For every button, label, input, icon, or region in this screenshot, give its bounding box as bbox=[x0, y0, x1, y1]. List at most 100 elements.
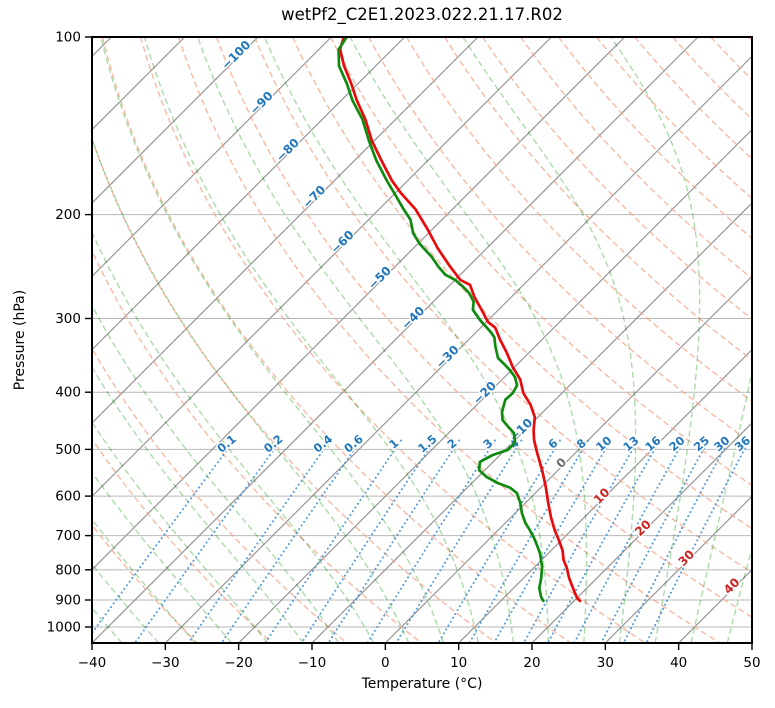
dry-adiabat-line bbox=[92, 136, 497, 643]
isotherm-line bbox=[238, 128, 752, 643]
y-tick-label: 200 bbox=[55, 207, 81, 223]
isotherm-label: 30 bbox=[675, 547, 697, 569]
y-tick-label: 400 bbox=[55, 385, 81, 401]
temperature-line bbox=[338, 37, 582, 603]
mixing-ratio-label: 36 bbox=[732, 433, 753, 454]
dry-adiabat-line bbox=[482, 37, 752, 320]
mixing-ratio-line bbox=[600, 439, 710, 643]
isotherm-label: −90 bbox=[247, 89, 276, 118]
moist-adiabat-line bbox=[197, 37, 514, 643]
mixing-ratio-line bbox=[300, 439, 436, 643]
mixing-ratio-line bbox=[546, 439, 661, 643]
dry-adiabats bbox=[92, 37, 752, 643]
moist-adiabat-line bbox=[100, 37, 445, 643]
moist-adiabat-line bbox=[92, 471, 233, 643]
mixing-ratio-line bbox=[92, 439, 235, 635]
isotherm-line bbox=[92, 37, 552, 498]
isotherm-line bbox=[92, 37, 406, 351]
mixing-ratio-label: 16 bbox=[642, 433, 663, 454]
y-tick-label: 300 bbox=[55, 311, 81, 327]
mixing-ratio-line bbox=[220, 439, 362, 643]
moist-adiabats bbox=[92, 37, 775, 643]
moist-adiabat-line bbox=[92, 304, 340, 643]
isotherm-label: −50 bbox=[365, 264, 394, 293]
y-tick-label: 900 bbox=[55, 593, 81, 609]
mixing-ratio-label: 0.6 bbox=[341, 432, 366, 456]
dry-adiabat-line bbox=[215, 37, 752, 618]
moist-adiabat-line bbox=[92, 518, 196, 643]
moist-adiabat-line bbox=[263, 37, 550, 643]
isotherm-line bbox=[92, 37, 626, 571]
y-axis-label: Pressure (hPa) bbox=[12, 289, 28, 391]
isotherm-line bbox=[92, 37, 332, 278]
dry-adiabat-line bbox=[92, 249, 422, 643]
isotherm-line bbox=[458, 348, 752, 643]
y-tick-label: 700 bbox=[55, 528, 81, 544]
mixing-ratio-line bbox=[493, 439, 612, 643]
isotherm-label: −80 bbox=[273, 136, 302, 165]
plot-area: 0.1 0.2 0.4 0.6 1 1.5 2 3 4 6 8 10 13 16 20 25 30 36−100−… bbox=[92, 37, 775, 643]
dry-adiabat-line bbox=[444, 37, 752, 361]
moist-adiabat-line bbox=[764, 37, 775, 643]
mixing-ratio-label: 0.2 bbox=[261, 432, 286, 456]
mixing-ratio-line bbox=[522, 439, 639, 643]
isotherm-lines bbox=[92, 37, 752, 643]
dry-adiabat-line bbox=[101, 37, 571, 643]
x-tick-label: 30 bbox=[597, 655, 614, 671]
isotherm-label: −40 bbox=[399, 304, 428, 333]
mixing-ratio-line bbox=[366, 439, 496, 643]
isotherm-label: −20 bbox=[470, 379, 499, 408]
isotherm-line bbox=[92, 37, 479, 424]
x-tick-label: −20 bbox=[224, 655, 253, 671]
y-tick-label: 100 bbox=[55, 30, 81, 46]
moist-adiabat-line bbox=[462, 37, 637, 643]
isotherm-label: 10 bbox=[591, 485, 613, 507]
mixing-ratio-line bbox=[395, 439, 523, 643]
isotherm-label: −70 bbox=[300, 183, 329, 212]
moist-adiabat-line bbox=[92, 230, 375, 643]
y-tick-label: 500 bbox=[55, 442, 81, 458]
mixing-ratio-label: 30 bbox=[711, 433, 732, 454]
dewpoint-line bbox=[337, 37, 545, 603]
dry-adiabat-line bbox=[291, 37, 752, 530]
x-tick-label: 20 bbox=[523, 655, 540, 671]
mixing-ratio-line bbox=[133, 439, 282, 643]
chart-title: wetPf2_C2E1.2023.022.21.17.R02 bbox=[281, 5, 563, 24]
isotherm-label: −60 bbox=[328, 228, 357, 257]
isotherm-label: 0 bbox=[553, 455, 569, 471]
plot-frame bbox=[91, 36, 753, 644]
mixing-ratio-lines bbox=[92, 439, 751, 643]
dry-adiabat-line bbox=[558, 37, 752, 240]
dry-adiabat-line bbox=[139, 37, 646, 643]
dry-adiabat-line bbox=[92, 437, 273, 643]
mixing-ratio-line bbox=[264, 439, 402, 643]
isotherm-line bbox=[751, 642, 752, 643]
y-tick-label: 1000 bbox=[47, 620, 81, 636]
isotherm-line bbox=[164, 55, 752, 643]
moist-adiabat-line bbox=[349, 37, 588, 643]
isotherm-line bbox=[384, 275, 752, 643]
isotherm-line bbox=[92, 37, 699, 643]
dry-adiabat-line bbox=[177, 37, 721, 643]
dry-adiabat-line bbox=[253, 37, 752, 574]
moist-adiabat-line bbox=[610, 37, 701, 643]
y-tick-label: 800 bbox=[55, 562, 81, 578]
mixing-ratio-label: 25 bbox=[691, 433, 712, 454]
mixing-ratio-label: 0.4 bbox=[311, 432, 336, 456]
x-tick-label: −10 bbox=[298, 655, 327, 671]
isotherm-line bbox=[92, 37, 259, 204]
mixing-ratio-line bbox=[468, 439, 590, 643]
moist-adiabat-line bbox=[726, 545, 752, 643]
mixing-ratio-line bbox=[645, 439, 751, 643]
dry-adiabat-line bbox=[92, 347, 348, 643]
isotherm-line bbox=[678, 568, 752, 643]
pressure-gridlines bbox=[92, 37, 752, 628]
moist-adiabat-line bbox=[690, 368, 752, 643]
mixing-ratio-label: 20 bbox=[666, 433, 687, 454]
tick-marks bbox=[85, 36, 753, 650]
mixing-ratio-line bbox=[187, 439, 332, 643]
dry-adiabat-line bbox=[596, 37, 752, 200]
x-tick-label: −40 bbox=[78, 655, 107, 671]
